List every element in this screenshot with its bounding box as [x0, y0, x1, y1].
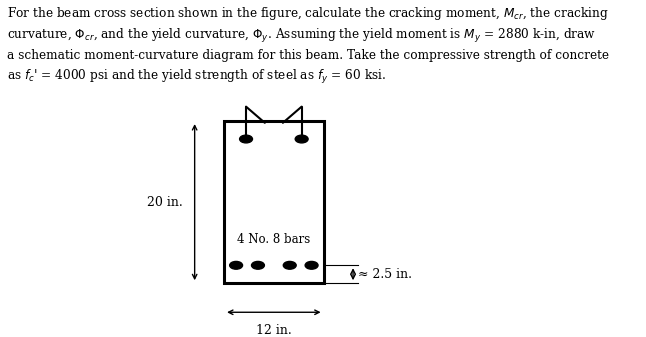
- Circle shape: [305, 262, 318, 269]
- Circle shape: [251, 262, 264, 269]
- Text: 4 No. 8 bars: 4 No. 8 bars: [237, 233, 311, 246]
- Circle shape: [284, 262, 296, 269]
- Circle shape: [295, 135, 308, 143]
- Text: 12 in.: 12 in.: [256, 324, 292, 337]
- Text: ≈ 2.5 in.: ≈ 2.5 in.: [359, 268, 412, 281]
- Text: For the beam cross section shown in the figure, calculate the cracking moment, $: For the beam cross section shown in the …: [6, 5, 609, 86]
- Bar: [224, 121, 324, 283]
- Text: 20 in.: 20 in.: [147, 196, 183, 209]
- Circle shape: [230, 262, 242, 269]
- Circle shape: [240, 135, 253, 143]
